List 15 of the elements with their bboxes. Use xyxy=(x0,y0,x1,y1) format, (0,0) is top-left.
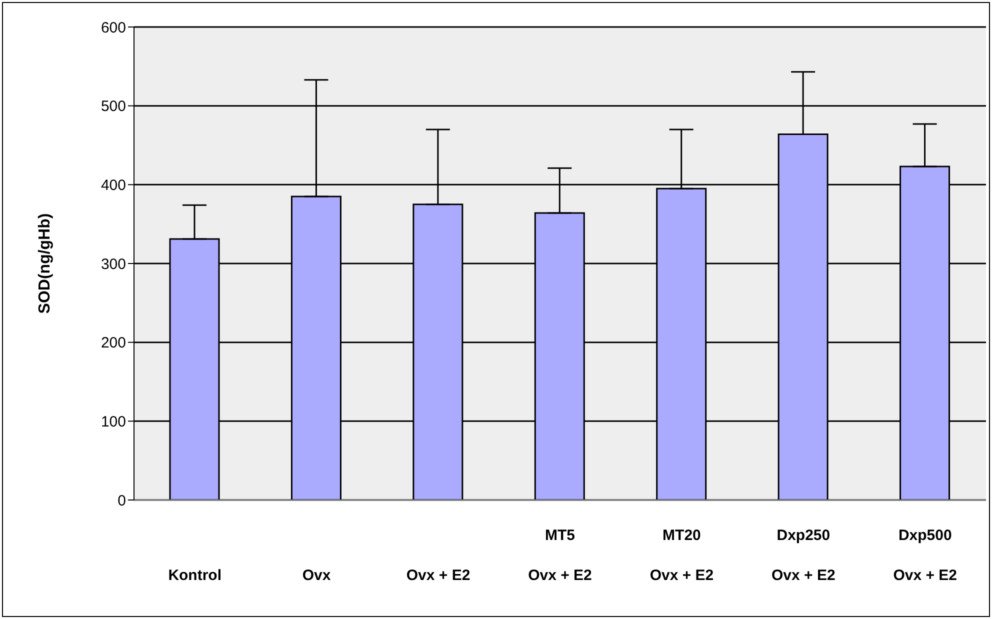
y-tick-label: 600 xyxy=(100,19,126,36)
y-tick-label: 0 xyxy=(118,492,126,510)
category-label: MT20 Ovx + E2 xyxy=(650,527,714,584)
y-axis-title: SOD(ng/gHb) xyxy=(36,213,54,314)
category-label: MT5 Ovx + E2 xyxy=(528,527,592,584)
x-tick-label: Kontrol xyxy=(168,567,222,584)
y-tick-label: 400 xyxy=(100,176,126,194)
category-label: Dxp250 Ovx + E2 xyxy=(772,527,836,584)
y-tick-label: 100 xyxy=(100,413,126,430)
y-tick-label: 200 xyxy=(100,334,126,352)
y-tick-label: 300 xyxy=(100,256,126,273)
x-tick-label: Ovx + E2 xyxy=(406,567,470,584)
category-label: Dxp500 Ovx + E2 xyxy=(893,527,958,584)
x-tick-label: Ovx xyxy=(302,567,332,584)
y-tick-label: 500 xyxy=(100,98,126,116)
